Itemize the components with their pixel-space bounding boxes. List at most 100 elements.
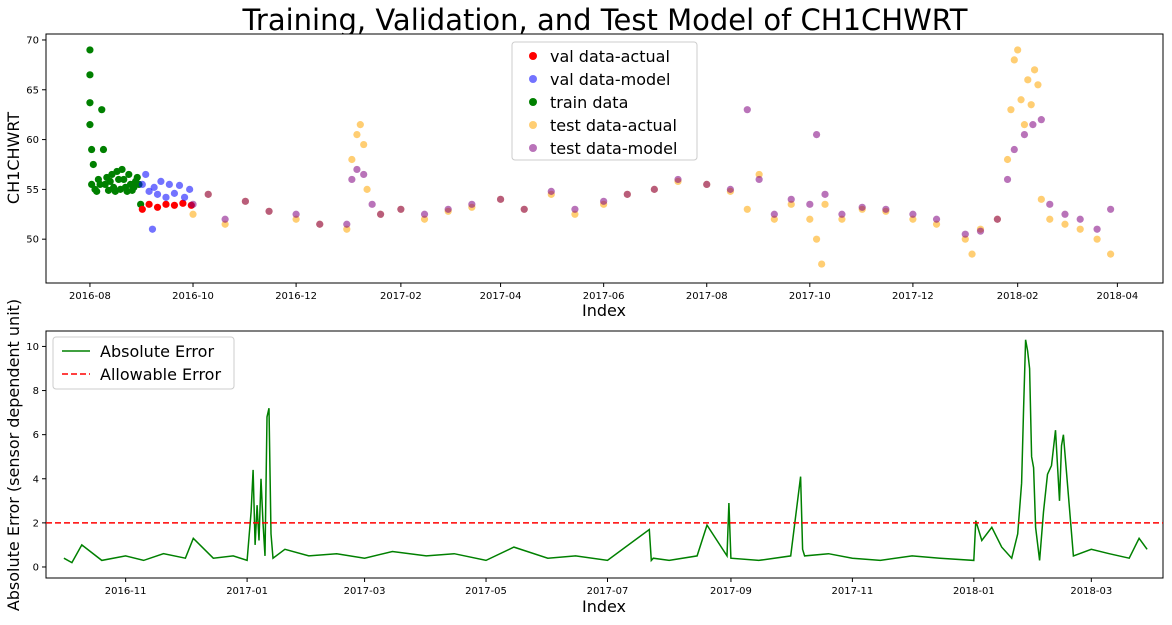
legend-label-val-data-actual: val data-actual	[550, 47, 670, 66]
x-tick-label: 2017-06	[583, 291, 625, 302]
test-data-model-point	[1076, 215, 1084, 223]
test-data-actual-point	[838, 215, 846, 223]
x-tick-label: 2018-04	[1096, 291, 1138, 302]
chart-title: Training, Validation, and Test Model of …	[241, 3, 967, 37]
test-data-model-point	[571, 205, 579, 213]
test-data-model-point	[520, 205, 528, 213]
legend-box	[511, 41, 698, 161]
x-tick-label: 2016-10	[172, 291, 214, 302]
val-data-actual-point	[162, 200, 170, 208]
legend: val data-actual val data-model train data t…	[511, 41, 698, 161]
test-data-model-point	[221, 215, 229, 223]
x-tick-label: 2018-01	[953, 586, 995, 597]
x-tick-label: 2017-12	[892, 291, 934, 302]
x-tick-label: 2017-10	[789, 291, 831, 302]
test-data-actual-point	[770, 215, 778, 223]
test-data-actual-point	[343, 225, 351, 233]
y-tick-label: 8	[33, 386, 39, 397]
test-data-model-point	[468, 200, 476, 208]
y-axis-ticks: 50 55 60 65 70	[26, 35, 46, 246]
test-data-actual-point	[812, 235, 821, 243]
test-data-actual-point	[1093, 235, 1101, 243]
test-data-actual-point	[363, 185, 371, 193]
test-data-model-point	[1061, 210, 1069, 218]
legend-marker-test-data-actual	[529, 121, 537, 129]
test-data-model-point	[397, 205, 405, 213]
test-data-model-point	[444, 205, 452, 213]
val-data-model-point	[170, 189, 179, 197]
test-data-model-point	[1037, 116, 1045, 124]
test-data-actual-point	[1027, 101, 1035, 109]
train-data-point	[93, 187, 101, 195]
legend-label-test-data-actual: test data-actual	[550, 116, 677, 135]
x-tick-label: 2018-03	[1070, 586, 1112, 597]
test-data-model-point	[812, 130, 821, 139]
test-data-actual-point	[360, 140, 368, 149]
test-data-model-point	[353, 165, 361, 174]
test-data-model-point	[976, 227, 985, 235]
test-data-model-point	[623, 190, 631, 198]
test-data-actual-point	[909, 215, 917, 223]
test-data-actual-point	[743, 205, 751, 213]
test-data-actual-point	[1017, 96, 1025, 104]
test-data-model-point	[838, 210, 846, 218]
test-data-model-point	[770, 210, 778, 218]
legend-marker-test-data-model	[529, 144, 537, 152]
x-tick-label: 2017-09	[710, 586, 752, 597]
legend-box	[52, 336, 235, 390]
test-data-model-point	[420, 210, 429, 218]
test-data-actual-point	[1024, 76, 1032, 84]
test-data-actual-point	[292, 215, 300, 223]
x-tick-label: 2017-01	[226, 586, 268, 597]
test-data-model-point	[496, 195, 505, 203]
absolute-error-line	[63, 339, 1148, 564]
train-data-point	[86, 71, 94, 79]
test-data-model-point	[726, 185, 734, 193]
legend-marker-val-data-model	[529, 75, 537, 83]
legend-label-train-data: train data	[550, 93, 628, 112]
val-data-actual-point	[170, 201, 179, 209]
test-data-actual-point	[1046, 215, 1054, 223]
test-data-model-point	[674, 175, 682, 184]
test-data-model-point	[265, 207, 273, 215]
test-data-actual-point	[1007, 106, 1015, 114]
test-data-model-point	[932, 215, 941, 223]
x-tick-label: 2017-05	[465, 586, 507, 597]
y-axis-label: CH1CHWRT	[4, 112, 23, 204]
val-data-model-point	[153, 190, 162, 198]
test-data-actual-point	[806, 215, 814, 223]
test-data-model-point	[343, 220, 351, 228]
test-data-model-point	[1029, 121, 1037, 129]
y-tick-label: 50	[26, 235, 39, 246]
test-data-model-point	[1107, 205, 1115, 213]
test-data-model-point	[755, 175, 763, 184]
x-tick-label: 2017-02	[380, 291, 422, 302]
test-data-model-point	[1003, 175, 1012, 184]
val-data-model-point	[148, 225, 157, 233]
test-data-model-point	[600, 197, 608, 205]
val-data-actual-point	[145, 200, 153, 208]
test-data-model-point	[376, 210, 385, 218]
train-data-point	[98, 106, 106, 114]
legend-label-absolute-error: Absolute Error	[100, 342, 214, 361]
y-tick-label: 65	[26, 85, 39, 96]
test-data-model-point	[316, 220, 324, 228]
train-data-point	[118, 165, 126, 174]
test-data-actual-point	[1037, 195, 1045, 203]
val-data-actual-point	[153, 203, 162, 211]
y-axis-ticks: 0 2 4 6 8 10	[26, 342, 46, 573]
test-data-actual-point	[353, 130, 361, 139]
y-tick-label: 55	[26, 185, 39, 196]
x-axis-ticks: 2016-11 2017-01 2017-03 2017-05 2017-07 2017-…	[105, 578, 1112, 597]
test-data-actual-point	[1020, 121, 1029, 129]
test-data-actual-point	[1034, 81, 1042, 89]
y-tick-label: 2	[33, 518, 39, 529]
test-data-model-point	[360, 170, 368, 179]
test-data-actual-point	[787, 200, 795, 208]
train-data-point	[89, 160, 97, 169]
train-data-point	[88, 145, 96, 154]
test-data-actual-point	[821, 200, 829, 208]
test-data-actual-point	[420, 215, 429, 223]
test-data-model-point	[241, 197, 250, 205]
test-data-actual-point	[961, 235, 969, 243]
